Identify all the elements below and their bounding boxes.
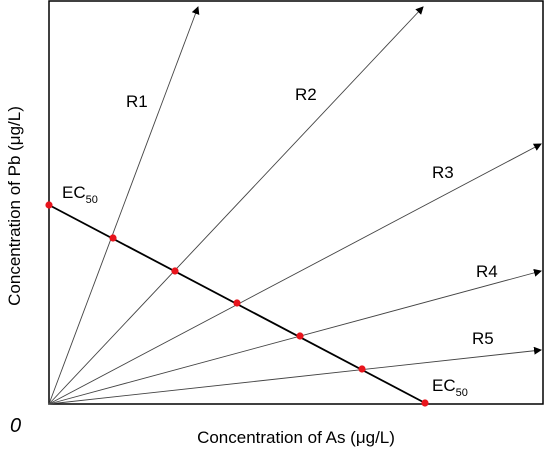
ec50-label-pb-subscript: 50 [86,194,98,206]
ray-label-r4: R4 [476,262,498,281]
x-axis-title: Concentration of As (μg/L) [197,428,395,447]
intersection-point-r5 [358,365,366,373]
ec50-point-pb [45,201,53,209]
ray-label-r1: R1 [126,92,148,111]
ec50-label-pb: EC50 [62,183,98,206]
ray-r4 [48,268,542,405]
ray-r2 [48,6,424,405]
ec50-label-pb-base: EC [62,183,86,202]
plot-frame [48,0,544,405]
ray-label-r2: R2 [295,85,317,104]
ec50-label-as: EC50 [432,376,468,399]
ray-label-r3: R3 [432,163,454,182]
y-axis-title: Concentration of Pb (μg/L) [5,106,24,306]
intersection-point-r2 [171,267,179,275]
ec50-label-as-subscript: 50 [456,387,468,399]
ray-r1 [48,6,200,405]
ray-label-r5: R5 [472,329,494,348]
ec50-point-as [421,399,429,407]
rays-group [48,6,542,405]
origin-label: 0 [10,415,21,437]
ray-r5 [48,346,542,405]
ec50-label-as-base: EC [432,376,456,395]
intersection-point-r4 [296,332,304,340]
ray-r3 [48,143,542,405]
intersection-point-r3 [233,299,241,307]
intersection-point-r1 [109,234,117,242]
ec50-points [45,201,429,407]
